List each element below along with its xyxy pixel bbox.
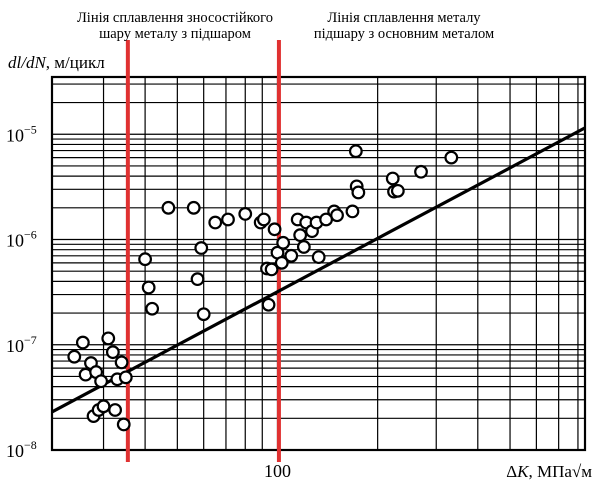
data-point [284,248,299,263]
y-tick-label: 10−8 [6,438,37,461]
data-point [96,399,111,414]
data-point [186,200,201,215]
y-tick-label: 10−6 [6,228,37,251]
data-point [414,164,428,179]
data-point [256,212,271,227]
data-point [345,204,360,219]
data-point [276,235,291,250]
data-point [138,252,153,267]
data-point [264,262,279,277]
data-point [293,228,308,243]
data-point [161,200,176,215]
data-point [67,349,82,364]
y-tick-label: 10−5 [6,122,37,145]
data-point [221,212,235,227]
data-point [330,208,344,223]
data-point [114,355,129,370]
data-point [194,241,209,255]
x-axis-label: ΔK, МПа√м [506,462,592,481]
y-tick-label: 10−7 [6,333,37,356]
data-point [296,240,311,254]
data-point [351,185,366,200]
fusion-line-1-label: шару металу з підшаром [99,26,251,42]
data-points [67,144,459,432]
fusion-line-2-label: підшару з основним металом [314,26,494,42]
data-point [208,215,223,230]
trend-line-layer [51,126,586,414]
plot-frame [50,75,587,452]
data-point [238,207,253,221]
data-point [267,222,282,237]
data-point [141,280,156,295]
data-point [108,403,123,417]
data-point [390,183,405,198]
data-point [311,250,326,265]
data-point [94,374,109,389]
data-point [261,297,276,312]
data-point [274,255,289,270]
data-point [75,335,90,350]
x-tick-label: 100 [264,461,291,481]
fusion-line-2-label: Лінія сплавлення металу [327,10,481,26]
data-point [118,370,133,385]
data-point [196,307,211,322]
data-point [145,301,160,316]
data-point [444,150,459,165]
data-point [385,171,400,186]
y-axis-label: dl/dN, м/цикл [8,53,105,72]
data-point [101,331,116,346]
trend-line [51,126,586,414]
data-point [116,417,131,432]
fusion-line-1-label: Лінія сплавлення зносостійкого [77,10,273,26]
data-point [348,144,363,159]
data-point [190,272,205,287]
data-point [105,345,120,360]
